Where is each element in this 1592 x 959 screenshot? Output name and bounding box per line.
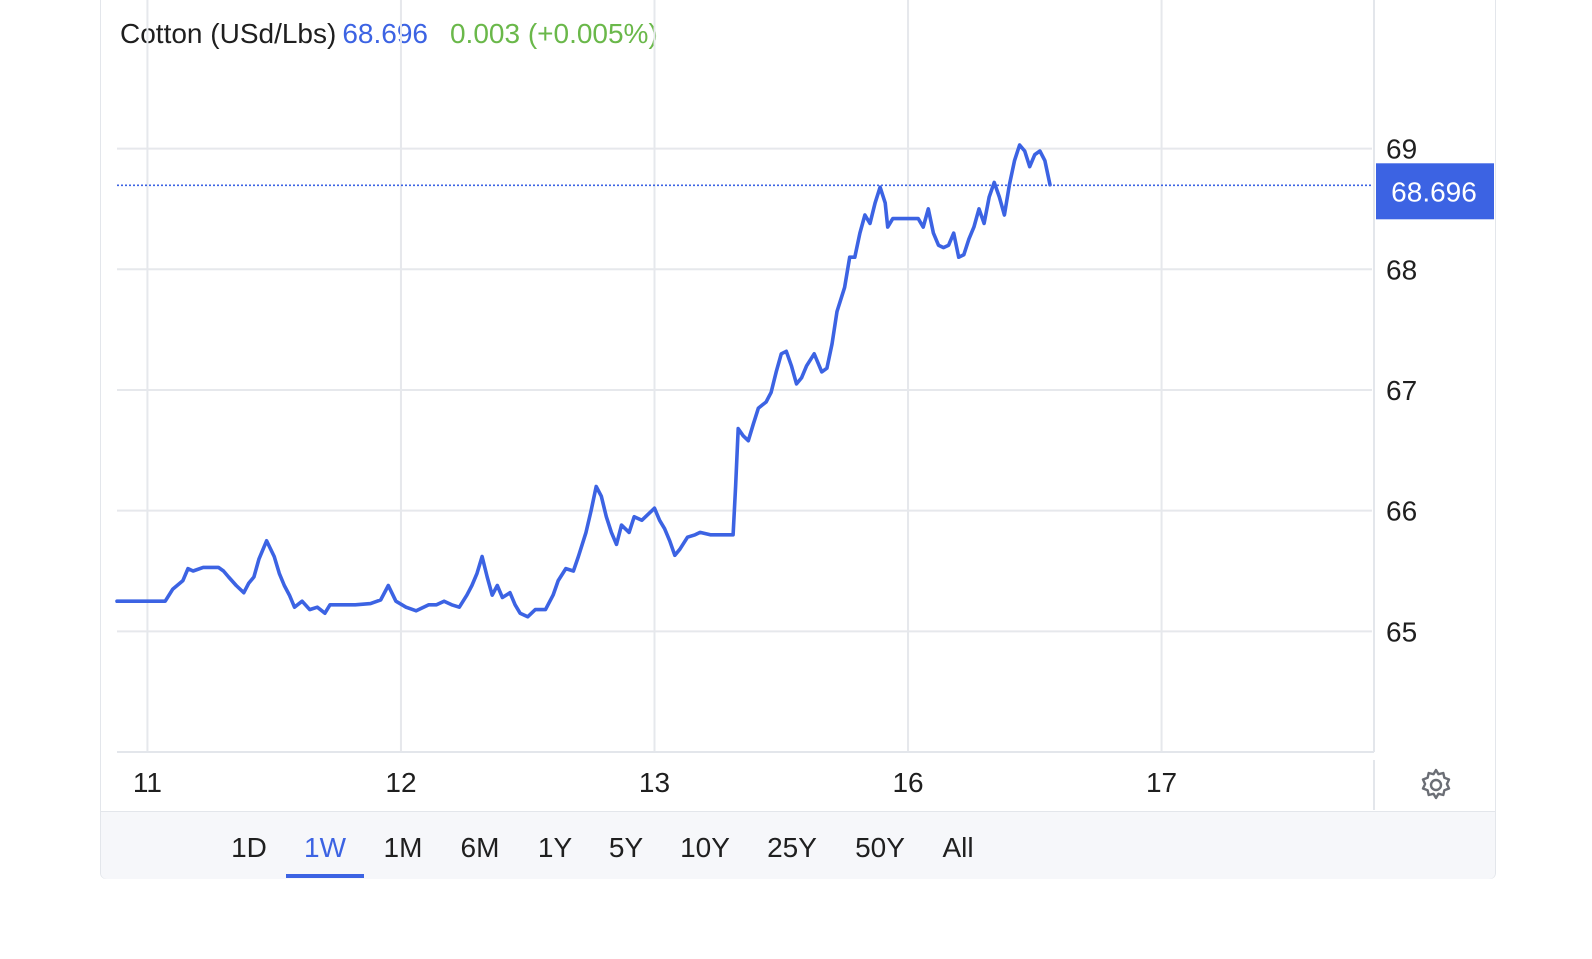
price-change: 0.003 (+0.005%): [449, 18, 658, 49]
y-tick-label: 65: [1386, 616, 1417, 647]
y-tick-label: 68: [1386, 254, 1417, 285]
price-series-line: [115, 143, 1052, 619]
tab-6m[interactable]: 6M: [460, 832, 500, 863]
tab-25y[interactable]: 25Y: [767, 832, 817, 863]
timeframe-toolbar: 1D 1W 1M 6M 1Y 5Y 10Y 25Y 50Y All: [101, 811, 1495, 879]
current-price: 68.696: [342, 18, 428, 49]
instrument-name: Cotton (USd/Lbs): [120, 18, 337, 49]
gear-icon[interactable]: [1418, 767, 1454, 803]
active-tab-underline: [286, 874, 364, 878]
chart-legend: Cotton (USd/Lbs) 68.696 0.003 (+0.005%): [120, 18, 658, 50]
y-tick-label: 66: [1386, 496, 1417, 527]
tab-1d[interactable]: 1D: [231, 832, 267, 863]
x-tick-label: 16: [892, 767, 923, 798]
chart-card: [100, 0, 1496, 879]
last-price-badge: [1376, 163, 1494, 220]
tab-1m[interactable]: 1M: [383, 832, 423, 863]
tab-10y[interactable]: 10Y: [680, 832, 730, 863]
x-tick-label: 17: [1146, 767, 1177, 798]
y-tick-label: 69: [1386, 134, 1417, 165]
tab-1y[interactable]: 1Y: [537, 832, 573, 863]
x-tick-label: 11: [133, 767, 162, 798]
x-tick-label: 12: [385, 767, 416, 798]
last-price-label: 68.696: [1391, 176, 1477, 207]
tab-all[interactable]: All: [942, 832, 974, 863]
tab-1w[interactable]: 1W: [304, 832, 346, 863]
tab-5y[interactable]: 5Y: [608, 832, 644, 863]
y-tick-label: 67: [1386, 375, 1417, 406]
tab-50y[interactable]: 50Y: [855, 832, 905, 863]
x-tick-label: 13: [639, 767, 670, 798]
